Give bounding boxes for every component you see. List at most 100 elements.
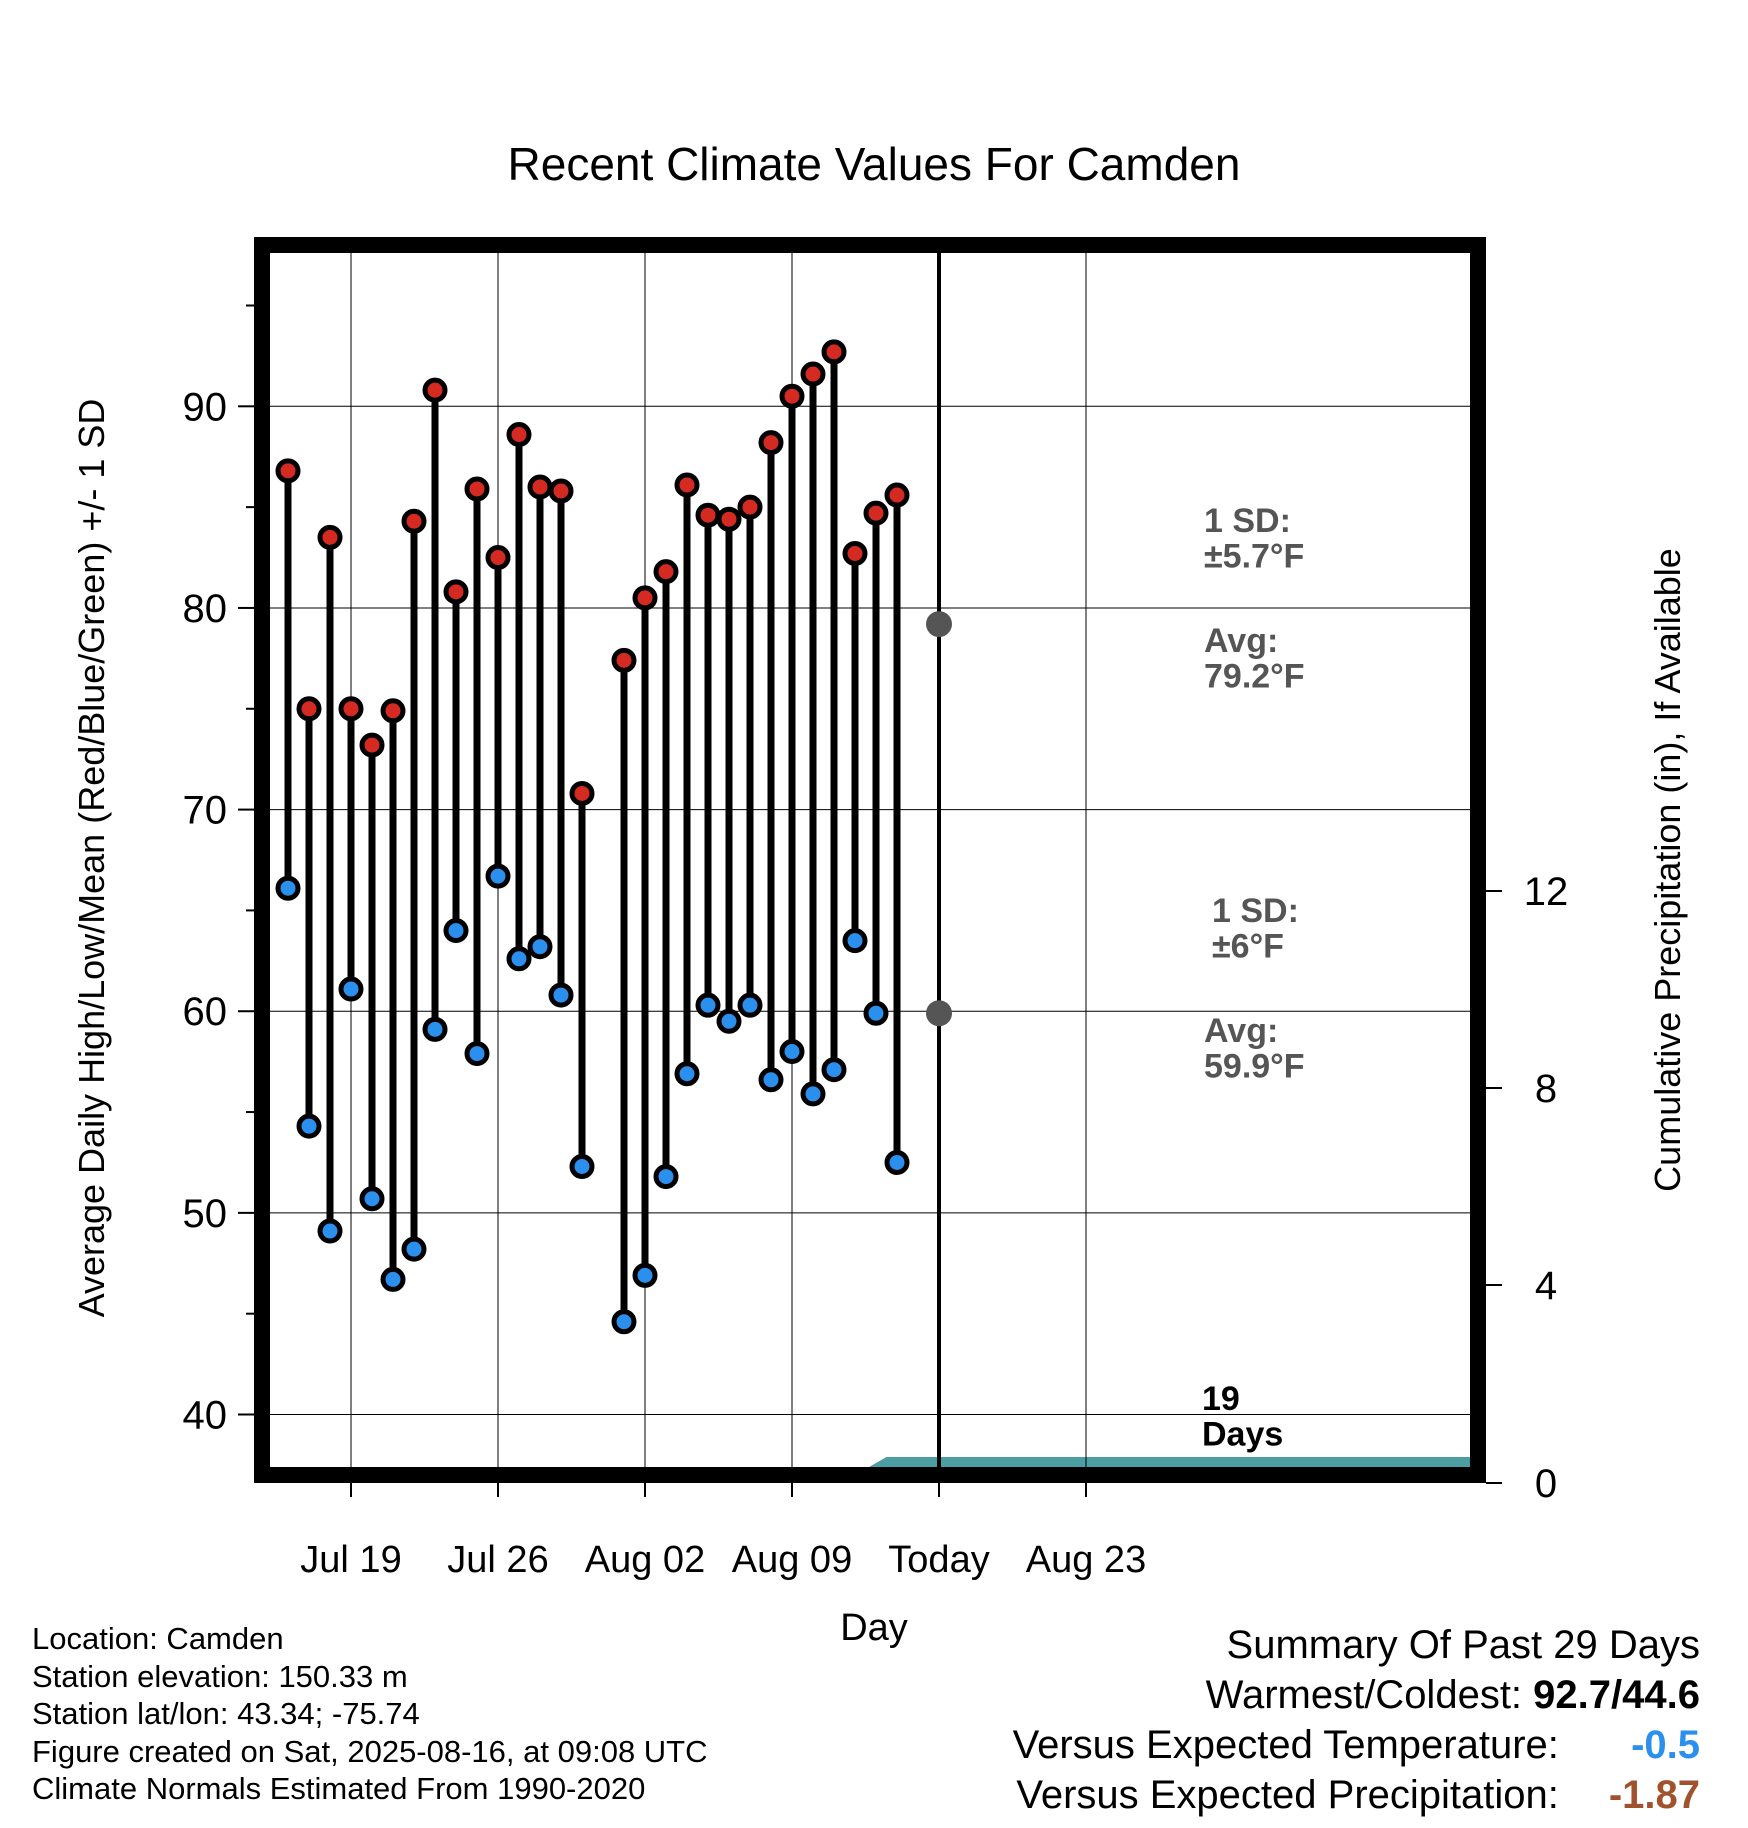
daily-high-point xyxy=(821,339,847,365)
x-tick-label: Today xyxy=(888,1539,989,1581)
temp-label: Versus Expected Temperature: xyxy=(1012,1723,1559,1767)
precip-value: -1.87 xyxy=(1608,1773,1700,1817)
daily-low-point xyxy=(548,982,574,1008)
y2-tick-label: 8 xyxy=(1535,1067,1557,1111)
daily-high-point xyxy=(716,506,742,532)
x-tick-label: Jul 19 xyxy=(300,1539,401,1581)
latlon-text: Station lat/lon: 43.34; -75.74 xyxy=(32,1696,420,1731)
daily-low-point xyxy=(737,992,763,1018)
location-text: Location: Camden xyxy=(32,1621,284,1656)
daily-low-point xyxy=(695,992,721,1018)
daily-high-point xyxy=(485,545,511,571)
daily-high-point xyxy=(884,482,910,508)
daily-low-point xyxy=(485,863,511,889)
high-avg-annotation: Avg: 79.2°F xyxy=(1204,622,1305,696)
daily-high-point xyxy=(506,422,532,448)
plot-frame xyxy=(254,237,1486,1483)
y-tick-label: 90 xyxy=(183,385,228,429)
warm-cold-row: Warmest/Coldest: 92.7/44.6 xyxy=(1013,1670,1700,1720)
daily-high-point xyxy=(737,494,763,520)
daily-low-point xyxy=(275,875,301,901)
daily-high-point xyxy=(296,696,322,722)
y2-axis-label: Cumulative Precipitation (in), If Availa… xyxy=(1647,548,1688,1192)
daily-low-point xyxy=(317,1218,343,1244)
station-info: Location: Camden Station elevation: 150.… xyxy=(32,1620,708,1808)
y-tick-label: 60 xyxy=(183,990,228,1034)
daily-low-point xyxy=(758,1067,784,1093)
elevation-text: Station elevation: 150.33 m xyxy=(32,1658,408,1694)
precip-label: Versus Expected Precipitation: xyxy=(1016,1773,1559,1817)
chart-title: Recent Climate Values For Camden xyxy=(508,138,1241,190)
daily-low-point xyxy=(716,1008,742,1034)
daily-high-point xyxy=(674,472,700,498)
low-avg-annotation: Avg: 59.9°F xyxy=(1204,1012,1305,1086)
daily-low-point xyxy=(611,1309,637,1335)
daily-low-point xyxy=(296,1113,322,1139)
y-tick-label: 80 xyxy=(183,587,228,631)
y-tick-label: 50 xyxy=(183,1192,228,1236)
x-tick-label: Aug 09 xyxy=(732,1539,852,1581)
daily-low-point xyxy=(338,976,364,1002)
created-text: Figure created on Sat, 2025-08-16, at 09… xyxy=(32,1733,708,1769)
daily-high-point xyxy=(632,585,658,611)
today-normal-high-marker xyxy=(926,611,952,638)
daily-high-point xyxy=(611,647,637,673)
daily-high-point xyxy=(359,732,385,758)
daily-high-point xyxy=(842,541,868,567)
daily-high-point xyxy=(275,458,301,484)
y-tick-label: 40 xyxy=(183,1394,228,1438)
summary-heading: Summary Of Past 29 Days xyxy=(1226,1623,1700,1667)
y2-tick-label: 4 xyxy=(1535,1264,1557,1308)
daily-low-point xyxy=(443,918,469,944)
daily-low-point xyxy=(842,928,868,954)
daily-high-point xyxy=(401,508,427,534)
daily-high-point xyxy=(758,430,784,456)
precip-row: Versus Expected Precipitation: -1.87 xyxy=(1013,1770,1700,1820)
daily-low-point xyxy=(632,1262,658,1288)
today-days-annotation: 19 Days xyxy=(1202,1380,1283,1454)
daily-low-point xyxy=(674,1061,700,1087)
daily-high-point xyxy=(527,474,553,500)
daily-high-point xyxy=(338,696,364,722)
daily-high-point xyxy=(464,476,490,502)
daily-high-point xyxy=(317,524,343,550)
daily-high-point xyxy=(863,500,889,526)
y-axis-label: Average Daily High/Low/Mean (Red/Blue/Gr… xyxy=(71,399,112,1318)
daily-high-point xyxy=(548,478,574,504)
temp-row: Versus Expected Temperature: -0.5 xyxy=(1013,1720,1700,1770)
summary-panel: Summary Of Past 29 Days Warmest/Coldest:… xyxy=(1013,1620,1700,1820)
warm-cold-value: 92.7/44.6 xyxy=(1533,1673,1700,1717)
daily-high-point xyxy=(653,559,679,585)
daily-low-point xyxy=(359,1186,385,1212)
daily-high-point xyxy=(800,361,826,387)
daily-high-point xyxy=(695,502,721,528)
low-sd-annotation: 1 SD: ±6°F xyxy=(1212,892,1299,966)
today-normal-low-marker xyxy=(926,1000,952,1027)
y2-tick-label: 0 xyxy=(1535,1462,1557,1506)
daily-high-point xyxy=(443,579,469,605)
daily-low-point xyxy=(863,1000,889,1026)
daily-high-point xyxy=(422,377,448,403)
daily-low-point xyxy=(401,1236,427,1262)
temp-value: -0.5 xyxy=(1631,1723,1700,1767)
high-sd-annotation: 1 SD: ±5.7°F xyxy=(1204,502,1304,576)
y-tick-label: 70 xyxy=(183,789,228,833)
x-tick-label: Aug 02 xyxy=(585,1539,705,1581)
daily-low-point xyxy=(821,1057,847,1083)
daily-low-point xyxy=(506,946,532,972)
daily-high-point xyxy=(380,698,406,724)
daily-low-point xyxy=(422,1016,448,1042)
daily-low-point xyxy=(800,1081,826,1107)
daily-low-point xyxy=(464,1041,490,1067)
daily-low-point xyxy=(569,1153,595,1179)
x-axis-label: Day xyxy=(840,1607,908,1649)
daily-low-point xyxy=(779,1039,805,1065)
x-tick-label: Aug 23 xyxy=(1026,1539,1146,1581)
plot-area: 1 SD: ±5.7°F Avg: 79.2°F 1 SD: ±6°F Avg: 59.9°F… xyxy=(183,237,1568,1581)
daily-low-point xyxy=(653,1164,679,1190)
daily-low-point xyxy=(884,1149,910,1175)
daily-high-point xyxy=(779,383,805,409)
daily-low-point xyxy=(380,1266,406,1292)
warm-cold-label: Warmest/Coldest: xyxy=(1205,1673,1523,1717)
